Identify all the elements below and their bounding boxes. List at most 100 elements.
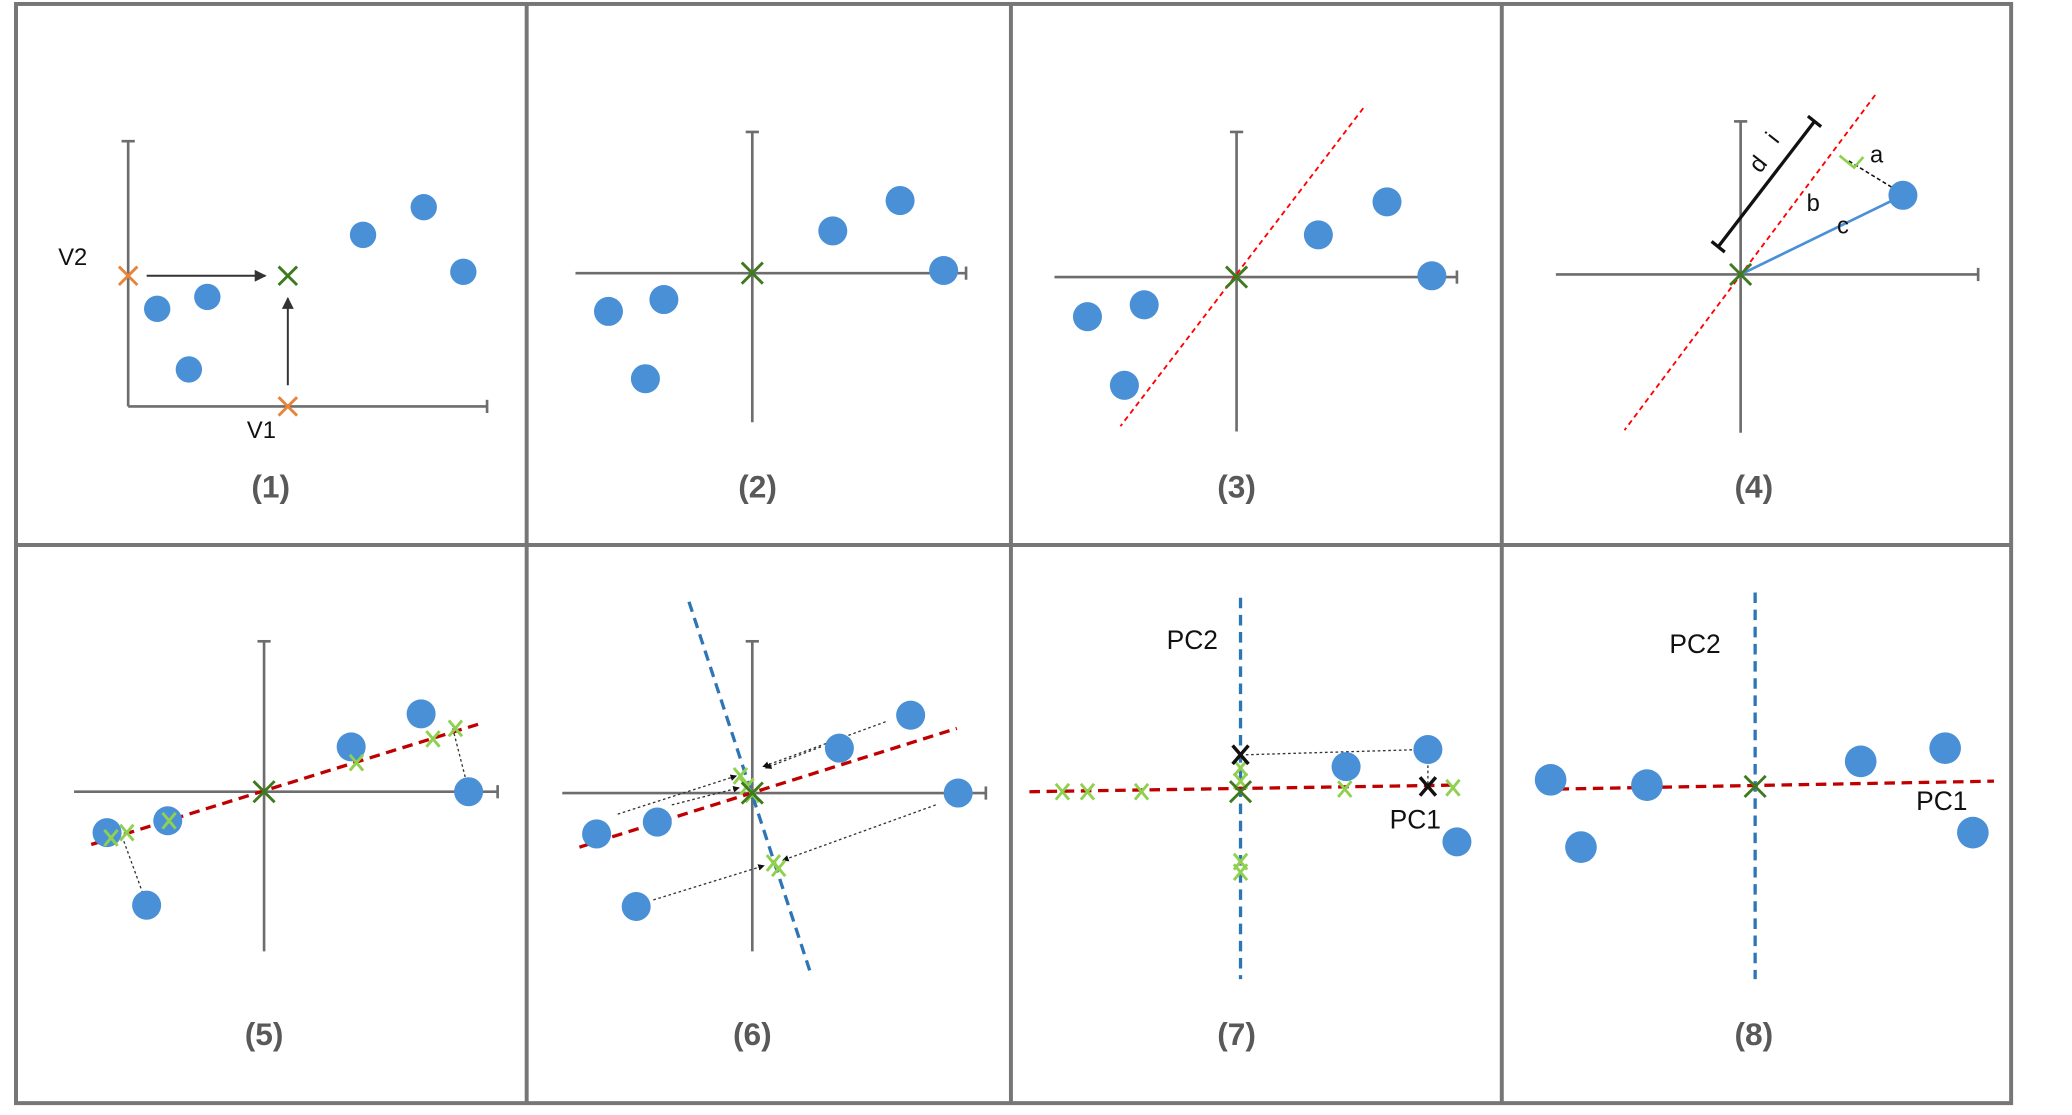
panel-8: PC2 PC1 (8) <box>1534 592 1995 1052</box>
axes <box>1555 120 1980 433</box>
data-point <box>642 807 672 837</box>
data-point <box>1442 827 1472 857</box>
data-points <box>593 186 959 394</box>
axes <box>74 639 499 952</box>
panel-6: (6) <box>562 601 988 1052</box>
data-points <box>144 193 477 383</box>
mean-v2-x-icon <box>117 265 139 287</box>
data-point <box>1631 769 1663 801</box>
mean-v1-x-icon <box>277 396 299 417</box>
projection-arrows <box>617 721 936 901</box>
panel-7: PC2 PC1 (7) <box>1029 597 1472 1052</box>
center-x-icon <box>740 261 764 285</box>
panel-caption: (6) <box>733 1016 772 1052</box>
data-point <box>1372 187 1402 217</box>
data-point <box>593 296 623 326</box>
data-point <box>929 255 959 286</box>
label-pc2: PC2 <box>1669 629 1720 659</box>
panel-3: (3) <box>1054 107 1459 504</box>
data-point <box>1109 370 1139 400</box>
right-angle-icon <box>1838 154 1865 170</box>
panel-caption: (1) <box>251 468 290 504</box>
pc1-line <box>1558 779 1995 791</box>
center-x-icon <box>277 265 299 287</box>
axes <box>575 130 968 423</box>
panel-caption: (2) <box>738 468 777 504</box>
label-v2: V2 <box>58 244 87 271</box>
highlight-x-icons <box>1231 744 1438 797</box>
label-pc2: PC2 <box>1167 625 1218 655</box>
data-point <box>896 700 926 730</box>
data-point <box>1534 764 1567 796</box>
data-point <box>1129 290 1159 320</box>
label-v1: V1 <box>247 417 276 444</box>
data-point <box>649 285 679 315</box>
panel-caption: (7) <box>1217 1016 1256 1052</box>
pc1-line <box>578 726 958 849</box>
data-point <box>824 733 854 763</box>
center-x-icon <box>740 781 764 805</box>
center-x-icon <box>1743 774 1767 799</box>
vector-c <box>1740 194 1904 276</box>
center-x-icon <box>1228 780 1253 804</box>
data-point <box>1331 752 1361 782</box>
label-pc1: PC1 <box>1390 805 1441 835</box>
panel-1: V2 V1 (1) <box>58 139 489 504</box>
center-x-icon <box>252 780 276 804</box>
label-c: c <box>1837 213 1849 240</box>
data-point <box>630 364 660 394</box>
panel-5: (5) <box>74 639 499 1052</box>
panel-caption: (5) <box>245 1016 284 1052</box>
data-point <box>1565 831 1597 863</box>
panel-caption: (4) <box>1734 468 1773 504</box>
projection-x-icons <box>103 719 464 847</box>
projection-x-icons <box>1054 759 1461 882</box>
data-points <box>582 700 973 922</box>
data-point <box>132 890 162 920</box>
data-point <box>454 777 484 807</box>
data-point <box>1413 734 1443 765</box>
data-point <box>943 778 973 808</box>
data-point <box>349 221 377 249</box>
center-x-icon <box>1224 265 1249 289</box>
panel-caption: (3) <box>1217 468 1256 504</box>
panel-4: d i a b c (4) <box>1555 94 1980 504</box>
data-point <box>885 186 915 216</box>
candidate-line <box>1119 107 1364 427</box>
data-points <box>1072 187 1447 400</box>
pc1-line <box>90 721 483 847</box>
panel-2: (2) <box>575 130 968 504</box>
data-point <box>406 699 436 729</box>
data-point <box>144 295 171 322</box>
data-point <box>1888 180 1918 210</box>
data-point <box>1929 732 1961 765</box>
label-d: d <box>1744 151 1773 178</box>
data-point <box>194 283 221 311</box>
data-point <box>1417 261 1447 291</box>
panel-caption: (8) <box>1734 1016 1773 1052</box>
data-points <box>1534 732 1989 863</box>
label-pc1: PC1 <box>1916 786 1967 816</box>
label-b: b <box>1807 190 1820 217</box>
data-point <box>1844 745 1877 778</box>
data-point <box>1957 816 1989 849</box>
axes <box>1054 130 1459 432</box>
data-point <box>818 216 848 246</box>
data-points <box>1331 734 1472 857</box>
data-points <box>92 699 484 920</box>
data-point <box>1072 302 1102 332</box>
data-point <box>175 356 203 383</box>
data-point <box>410 193 437 221</box>
data-point <box>450 258 477 286</box>
projection-guides <box>1245 748 1429 784</box>
data-point <box>1303 220 1333 250</box>
center-x-icon <box>1729 262 1753 287</box>
data-point <box>621 892 651 922</box>
panel-grid <box>14 1 2014 1106</box>
label-i: i <box>1761 128 1786 149</box>
label-a: a <box>1870 141 1884 168</box>
data-point <box>336 732 366 762</box>
candidate-line <box>1623 94 1876 431</box>
data-point <box>582 819 612 849</box>
